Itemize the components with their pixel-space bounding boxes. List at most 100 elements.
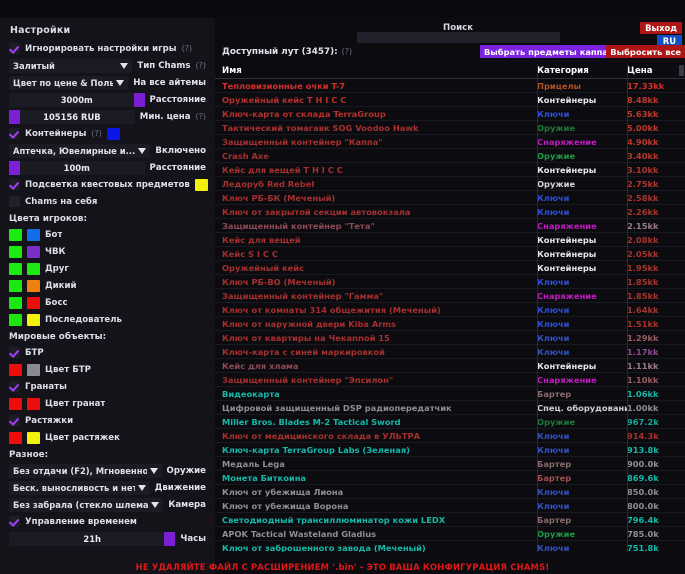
table-row[interactable]: Ледоруб Red Rebel Оружие 2.75kk	[215, 177, 685, 191]
color-swatch-secondary[interactable]	[27, 363, 40, 376]
color-swatch-secondary[interactable]	[27, 245, 40, 258]
checkbox-ignore-game-settings[interactable]	[9, 43, 20, 54]
table-row[interactable]: Crash Axe Оружие 3.40kk	[215, 149, 685, 163]
table-row[interactable]: Ключ от квартиры на Чекannoй 15 Ключи 1.29…	[215, 331, 685, 345]
setting-camera[interactable]: Без забрала (стекло шлема) Камера	[6, 496, 209, 513]
table-row[interactable]: Кейс S I C C Контейнеры 2.05kk	[215, 247, 685, 261]
dropdown-items-filter[interactable]: Аптечка, Ювелирные и...	[9, 143, 151, 158]
player-color-row[interactable]: ЧВК	[6, 243, 209, 260]
table-row[interactable]: Ключ от заброшенного завода (Меченый) Клю…	[215, 541, 685, 553]
setting-distance-2[interactable]: 100m Расстояние	[6, 159, 209, 176]
table-row[interactable]: Ключ от медицинского склада в УЛЬТРА Ключ…	[215, 429, 685, 443]
checkbox-containers[interactable]	[9, 128, 20, 139]
slider-distance-1[interactable]: 3000m	[9, 92, 145, 107]
table-row[interactable]: Защищенный контейнер "Гамма" Снаряжение 1.…	[215, 289, 685, 303]
table-row[interactable]: Защищенный контейнер "Тета" Снаряжение 2.1…	[215, 219, 685, 233]
slider-handle[interactable]	[9, 160, 20, 175]
color-swatch-primary[interactable]	[9, 431, 22, 444]
setting-quest-highlight[interactable]: Подсветка квестовых предметов	[6, 176, 209, 193]
table-row[interactable]: Ключ от комнаты 314 общежития (Меченый) К…	[215, 303, 685, 317]
hint-icon[interactable]: (?)	[91, 129, 102, 138]
setting-btr[interactable]: БТР	[6, 344, 209, 361]
setting-tripwire-color[interactable]: Цвет растяжек	[6, 429, 209, 446]
setting-tripwires[interactable]: Растяжки	[6, 412, 209, 429]
table-row[interactable]: APOK Tactical Wasteland Gladius Оружие 785…	[215, 527, 685, 541]
column-header-category[interactable]: Категория	[537, 66, 589, 76]
color-swatch-primary[interactable]	[9, 262, 22, 275]
color-swatch-containers[interactable]	[106, 127, 120, 140]
setting-movement[interactable]: Беск. выносливость и нет уста Движение	[6, 479, 209, 496]
table-row[interactable]: Ключ РБ-ВО (Меченый) Ключи 1.85kk	[215, 275, 685, 289]
color-swatch-primary[interactable]	[9, 397, 22, 410]
table-row[interactable]: Ключ-карта TerraGroup Labs (Зеленая) Ключ…	[215, 443, 685, 457]
player-color-row[interactable]: Бот	[6, 226, 209, 243]
dropdown-weapon[interactable]: Без отдачи (F2), Мгновенное п	[9, 463, 162, 478]
table-row[interactable]: Ключ от закрытой секции автовокзала Ключи…	[215, 205, 685, 219]
language-button[interactable]: RU	[656, 35, 682, 47]
color-swatch-primary[interactable]	[9, 279, 22, 292]
table-row[interactable]: Ключ-карта с синей маркировкой Ключи 1.17k…	[215, 345, 685, 359]
slider-distance-2[interactable]: 100m	[9, 160, 145, 175]
setting-grenades[interactable]: Гранаты	[6, 378, 209, 395]
hint-icon[interactable]: (?)	[341, 47, 353, 56]
color-swatch-secondary[interactable]	[27, 262, 40, 275]
table-row[interactable]: Защищенный контейнер "Эпсилон" Снаряжение…	[215, 373, 685, 387]
slider-clock[interactable]: 21h	[9, 531, 176, 546]
setting-grenade-color[interactable]: Цвет гранат	[6, 395, 209, 412]
slider-handle[interactable]	[133, 92, 145, 107]
setting-color-mode[interactable]: Цвет по цене & Пользователь На все айтем…	[6, 74, 209, 91]
color-swatch-secondary[interactable]	[27, 279, 40, 292]
select-kappa-items-button[interactable]: Выбрать предметы каппа	[479, 45, 612, 58]
setting-containers[interactable]: Контейнеры (?)	[6, 125, 209, 142]
table-row[interactable]: Кейс для вещей T H I C C Контейнеры 3.10kk	[215, 163, 685, 177]
setting-ignore-game-settings[interactable]: Игнорировать настройки игры (?)	[6, 40, 209, 57]
dropdown-color-mode[interactable]: Цвет по цене & Пользователь	[9, 75, 129, 90]
slider-handle[interactable]	[164, 531, 176, 546]
setting-distance-1[interactable]: 3000m Расстояние	[6, 91, 209, 108]
table-row[interactable]: Ключ от убежища Лиона Ключи 850.0k	[215, 485, 685, 499]
loot-table[interactable]: Имя Категория Цена Тепловизионные очки T…	[215, 64, 685, 552]
checkbox-tripwires[interactable]	[9, 415, 20, 426]
checkbox-btr[interactable]	[9, 347, 20, 358]
search-input[interactable]	[357, 32, 560, 43]
column-header-name[interactable]: Имя	[222, 66, 242, 76]
table-row[interactable]: Монета Биткоина Бартер 869.6k	[215, 471, 685, 485]
scrollbar-thumb[interactable]	[679, 65, 684, 76]
table-row[interactable]: Цифровой защищенный DSP радиопередатчик С…	[215, 401, 685, 415]
player-color-row[interactable]: Последователь	[6, 311, 209, 328]
color-swatch-secondary[interactable]	[27, 431, 40, 444]
checkbox-chams-self[interactable]	[9, 196, 20, 207]
column-header-price[interactable]: Цена	[627, 66, 653, 76]
color-swatch-primary[interactable]	[9, 363, 22, 376]
table-row[interactable]: Ключ-карта от склада TerraGroup Ключи 5.63…	[215, 107, 685, 121]
setting-clock[interactable]: 21h Часы	[6, 530, 209, 547]
hint-icon[interactable]: (?)	[195, 112, 207, 121]
player-color-row[interactable]: Друг	[6, 260, 209, 277]
checkbox-quest-highlight[interactable]	[9, 179, 20, 190]
table-row[interactable]: Miller Bros. Blades M-2 Tactical Sword Ор…	[215, 415, 685, 429]
color-swatch-secondary[interactable]	[27, 397, 40, 410]
hint-icon[interactable]: (?)	[181, 44, 193, 53]
setting-chams-type[interactable]: Залитый Тип Chams (?)	[6, 57, 209, 74]
checkbox-time-control[interactable]	[9, 516, 20, 527]
table-row[interactable]: Видеокарта Бартер 1.06kk	[215, 387, 685, 401]
checkbox-grenades[interactable]	[9, 381, 20, 392]
dropdown-camera[interactable]: Без забрала (стекло шлема)	[9, 497, 164, 512]
table-row[interactable]: Ключ РБ-БК (Меченый) Ключи 2.58kk	[215, 191, 685, 205]
table-row[interactable]: Ключ от убежища Ворона Ключи 800.0k	[215, 499, 685, 513]
color-swatch-secondary[interactable]	[27, 228, 40, 241]
color-swatch-secondary[interactable]	[27, 313, 40, 326]
table-row[interactable]: Оружейный кейс Контейнеры 1.95kk	[215, 261, 685, 275]
color-swatch-primary[interactable]	[9, 228, 22, 241]
slider-min-price[interactable]: 105156 RUB	[9, 109, 135, 124]
color-swatch-primary[interactable]	[9, 296, 22, 309]
setting-chams-self[interactable]: Chams на себя	[6, 193, 209, 210]
color-swatch-secondary[interactable]	[27, 296, 40, 309]
drop-all-button[interactable]: Выбросить все	[606, 45, 685, 58]
dropdown-movement[interactable]: Беск. выносливость и нет уста	[9, 480, 150, 495]
setting-time-control[interactable]: Управление временем	[6, 513, 209, 530]
table-row[interactable]: Тепловизионные очки T-7 Прицелы 17.33kk	[215, 79, 685, 93]
setting-weapon[interactable]: Без отдачи (F2), Мгновенное п Оружие	[6, 462, 209, 479]
color-swatch-primary[interactable]	[9, 313, 22, 326]
color-swatch-quest-highlight[interactable]	[194, 178, 208, 191]
